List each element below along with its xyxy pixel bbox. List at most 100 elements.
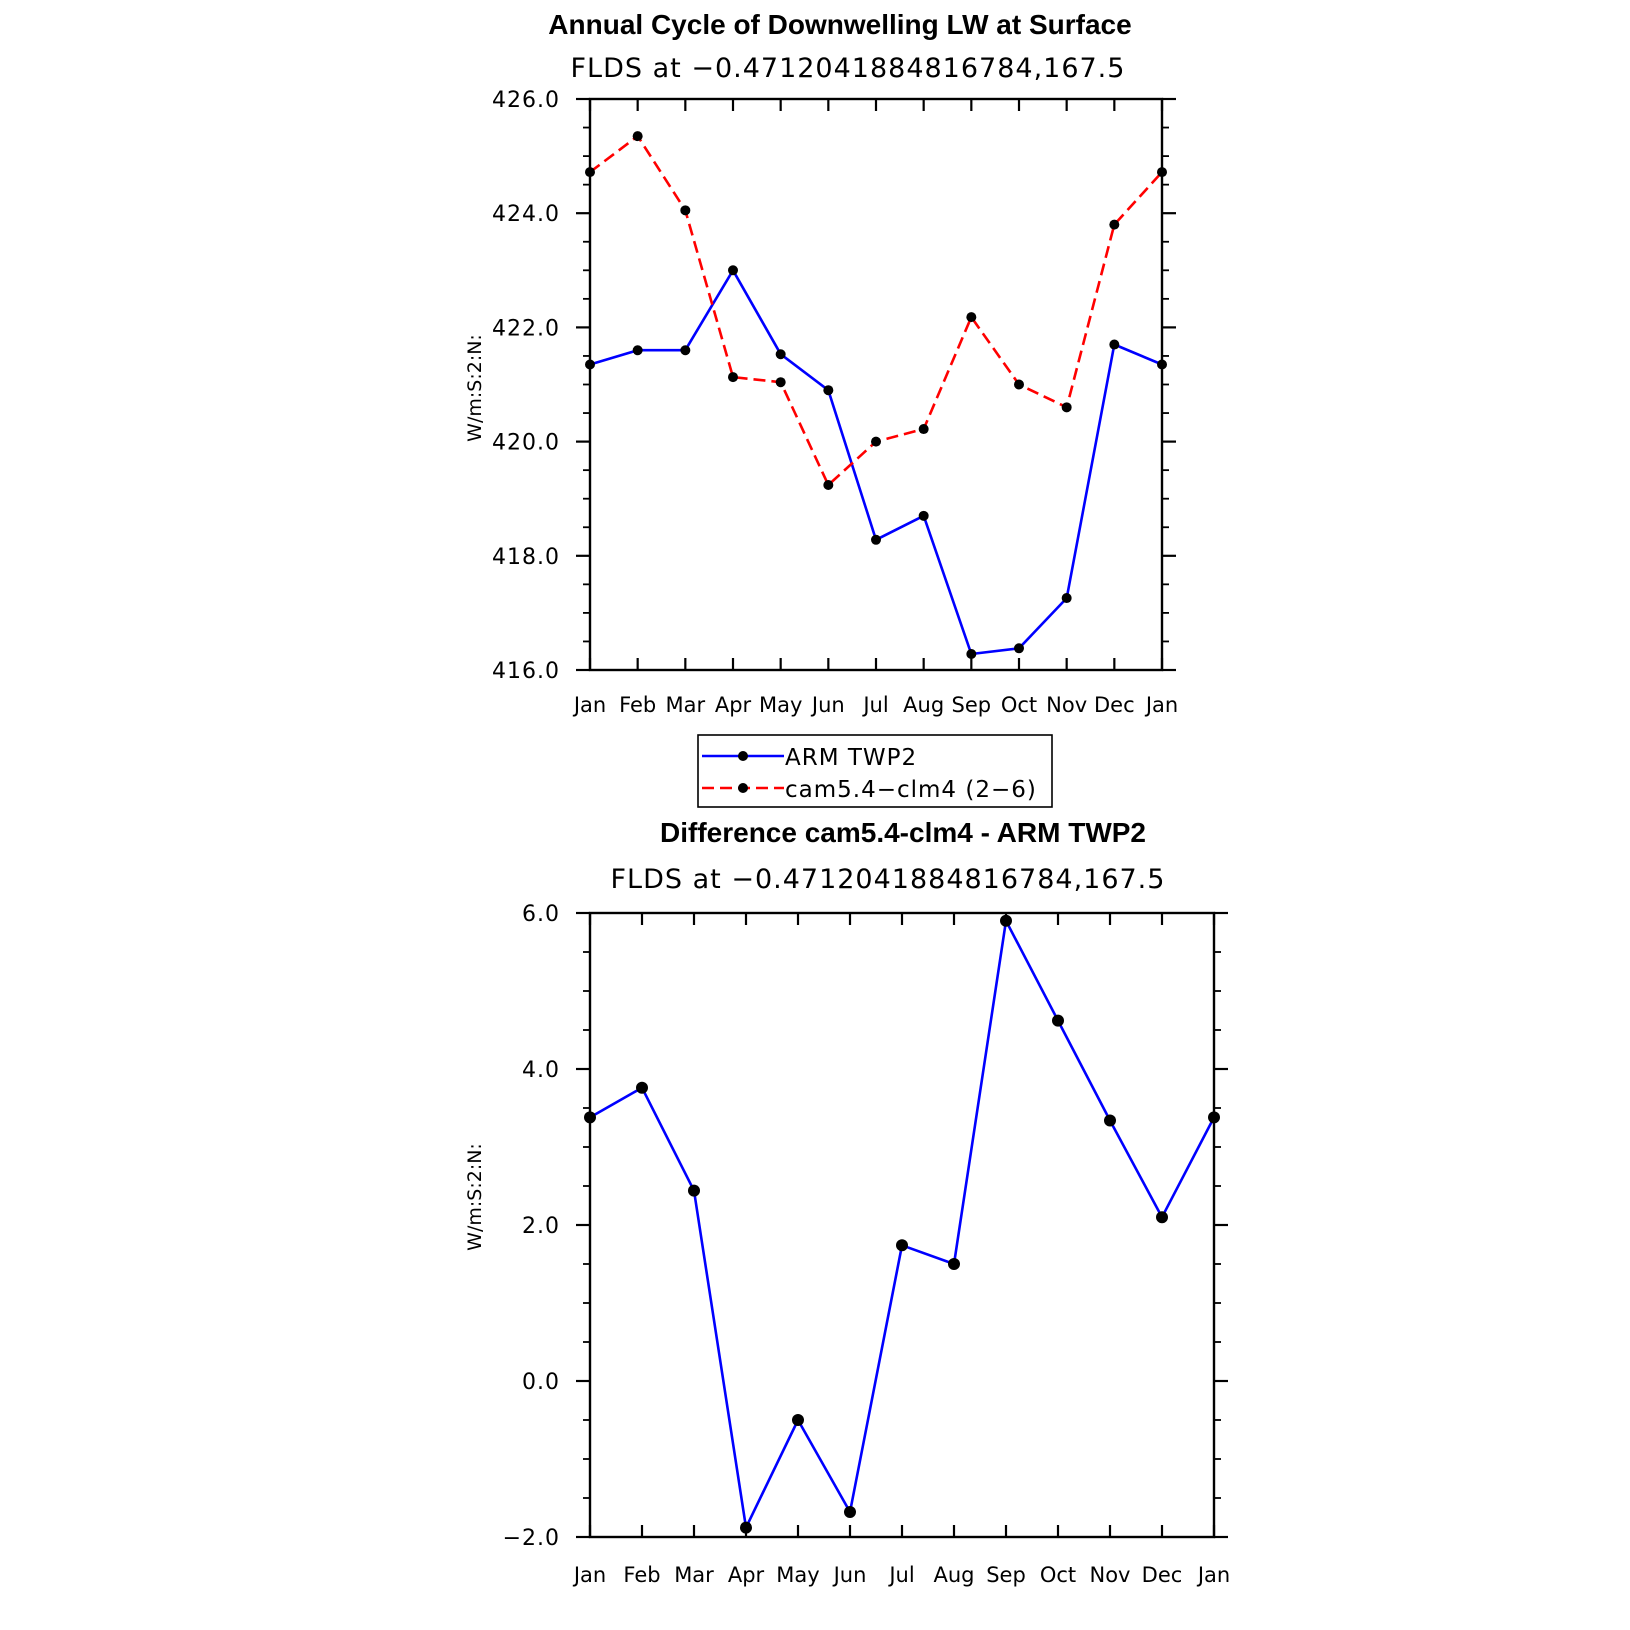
chart-subtitle: FLDS at −0.4712041884816784,167.5	[611, 864, 1166, 895]
data-point	[1109, 219, 1120, 230]
x-tick-label: Jan	[572, 693, 606, 717]
x-tick-label: Jul	[861, 693, 888, 717]
plot-frame	[588, 911, 1216, 1539]
data-point	[636, 1081, 648, 1094]
x-tick-label: Nov	[1090, 1563, 1131, 1587]
data-point	[1157, 167, 1167, 178]
data-point	[1014, 643, 1024, 654]
data-point	[680, 205, 691, 216]
data-point	[688, 1184, 700, 1197]
data-point	[792, 1414, 804, 1426]
series-line	[589, 134, 1163, 487]
data-point	[1104, 1114, 1116, 1127]
x-tick-label: Nov	[1046, 693, 1087, 717]
data-point	[1052, 1014, 1064, 1027]
x-tick-label: Apr	[728, 1563, 765, 1587]
x-tick-label: Jun	[810, 693, 845, 717]
x-tick-label: Aug	[933, 1563, 974, 1587]
chart-title: Annual Cycle of Downwelling LW at Surfac…	[548, 9, 1131, 40]
data-point	[896, 1239, 908, 1252]
data-point	[740, 1521, 752, 1534]
data-point	[823, 385, 834, 396]
data-point	[585, 359, 595, 370]
x-tick-label: Sep	[986, 1563, 1026, 1587]
data-point	[632, 345, 643, 356]
top-chart-panel: Annual Cycle of Downwelling LW at Surfac…	[464, 9, 1178, 717]
data-point	[584, 1111, 596, 1124]
y-axis-label: W/m:S:2:N:	[464, 1143, 486, 1251]
data-point	[585, 167, 595, 178]
data-point	[1061, 593, 1072, 604]
data-point	[948, 1258, 960, 1270]
chart-subtitle: FLDS at −0.4712041884816784,167.5	[571, 53, 1126, 84]
y-tick-label: 426.0	[492, 88, 560, 113]
series-line	[589, 268, 1163, 656]
legend-entry-arm-twp2: ARM TWP2	[702, 745, 917, 771]
y-tick-label: 4.0	[522, 1058, 560, 1083]
y-tick-label: 2.0	[522, 1214, 560, 1239]
y-tick-label: 424.0	[492, 202, 560, 227]
x-tick-label: Jan	[1196, 1563, 1230, 1587]
bottom-chart-panel: Difference cam5.4-clm4 - ARM TWP2 FLDS a…	[464, 817, 1230, 1587]
data-point	[871, 534, 881, 545]
data-point	[728, 372, 738, 383]
x-tick-label: Jul	[887, 1563, 914, 1587]
data-point	[918, 510, 929, 521]
y-axis-label: W/m:S:2:N:	[464, 334, 486, 442]
x-tick-label: Feb	[619, 693, 656, 717]
legend-label-cam54: cam5.4−clm4 (2−6)	[785, 777, 1037, 803]
x-tick-label: Mar	[674, 1563, 714, 1587]
x-tick-label: Aug	[903, 693, 944, 717]
data-point	[775, 377, 786, 388]
data-point	[1061, 402, 1072, 413]
chart-title: Difference cam5.4-clm4 - ARM TWP2	[660, 817, 1146, 848]
x-tick-label: Jan	[1144, 693, 1178, 717]
x-tick-label: Sep	[952, 693, 992, 717]
data-point	[728, 265, 738, 276]
plot-frame	[588, 97, 1164, 672]
x-tick-label: May	[776, 1563, 819, 1587]
x-tick-label: Mar	[666, 693, 706, 717]
legend-entry-cam54: cam5.4−clm4 (2−6)	[702, 777, 1037, 803]
legend: ARM TWP2 cam5.4−clm4 (2−6)	[697, 734, 1053, 808]
data-point	[1156, 1211, 1168, 1224]
y-tick-label: 6.0	[522, 902, 560, 927]
data-point	[632, 131, 643, 142]
x-tick-label: Oct	[1001, 693, 1037, 717]
data-point	[871, 436, 881, 447]
data-point	[918, 424, 929, 435]
data-point	[966, 649, 977, 660]
y-tick-label: 0.0	[522, 1370, 560, 1395]
x-tick-label: May	[759, 693, 802, 717]
x-tick-label: Apr	[715, 693, 752, 717]
plot-area: 416.0 418.0 420.0 422.0 424.0 426.0 Jan Feb Mar A…	[492, 88, 1178, 717]
y-tick-label: 416.0	[492, 659, 560, 684]
y-tick-label: 422.0	[492, 316, 560, 341]
data-point	[1000, 914, 1012, 927]
data-point	[966, 312, 977, 323]
y-tick-label: 420.0	[492, 431, 560, 456]
y-tick-label: −2.0	[503, 1526, 560, 1551]
x-tick-label: Feb	[623, 1563, 660, 1587]
data-point	[844, 1506, 856, 1519]
x-tick-label: Jan	[572, 1563, 606, 1587]
plot-area: −2.0 0.0 2.0 4.0 6.0 Jan Feb Mar Apr May Jun Jul Aug…	[503, 902, 1231, 1587]
x-tick-label: Dec	[1142, 1563, 1183, 1587]
series-line	[589, 919, 1216, 1529]
x-tick-label: Oct	[1040, 1563, 1076, 1587]
data-point	[1109, 339, 1120, 350]
legend-marker-cam54	[738, 783, 748, 793]
x-tick-label: Dec	[1094, 693, 1135, 717]
data-point	[1157, 359, 1167, 370]
legend-label-arm-twp2: ARM TWP2	[785, 745, 917, 771]
data-point	[823, 479, 834, 490]
data-point	[775, 349, 786, 360]
data-point	[1014, 379, 1024, 390]
legend-marker-arm-twp2	[738, 751, 748, 761]
data-point	[1208, 1111, 1220, 1124]
legend-box	[697, 734, 1053, 808]
x-tick-label: Jun	[832, 1563, 867, 1587]
data-point	[680, 345, 691, 356]
y-tick-label: 418.0	[492, 545, 560, 570]
